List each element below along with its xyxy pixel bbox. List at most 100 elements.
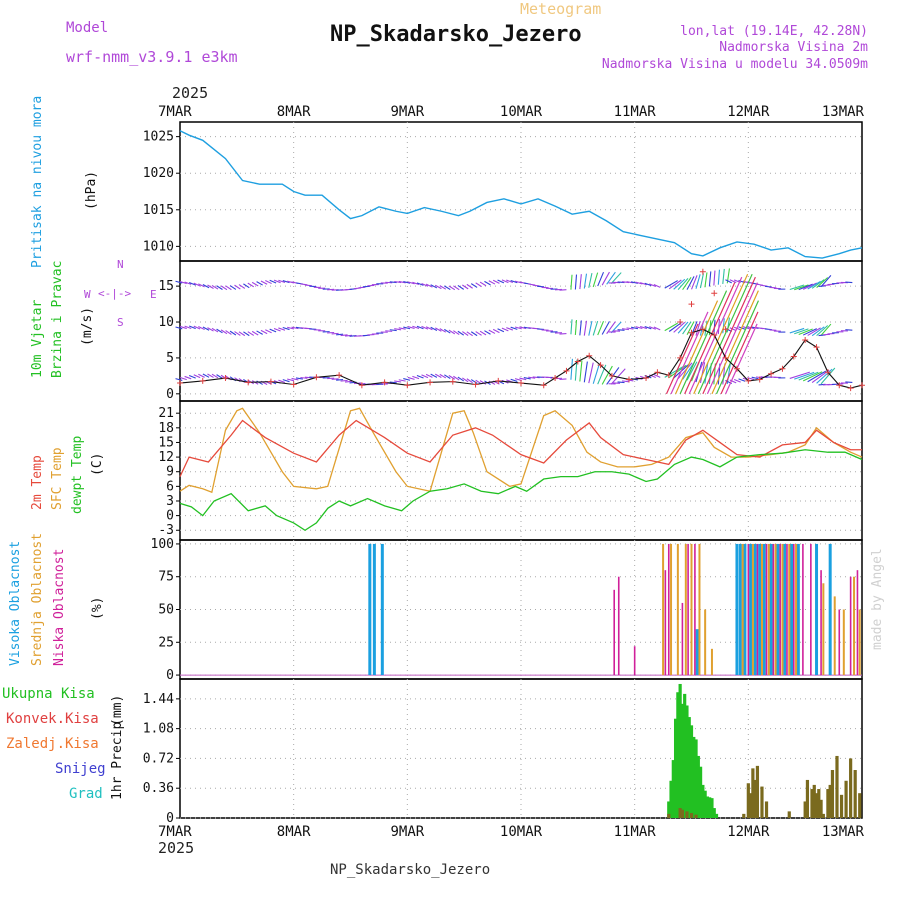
wind-arrow xyxy=(332,379,339,380)
wind-side-label-2: Brzina i Pravac xyxy=(50,261,65,378)
wind-arrow xyxy=(189,376,195,379)
wind-speed-marker xyxy=(245,379,251,385)
y-tick-label: 1.08 xyxy=(143,722,174,737)
y-tick-label: 1010 xyxy=(143,239,174,254)
y-tick-label: 0 xyxy=(166,811,174,826)
wind-arrow xyxy=(589,321,592,336)
wind-arrow xyxy=(714,271,715,286)
sfc-side-label: SFC Temp xyxy=(50,447,65,510)
wind-arrow xyxy=(571,275,572,290)
mid-cloud-bar xyxy=(834,596,836,675)
wind-speed-marker xyxy=(268,379,274,385)
wind-speed-marker xyxy=(518,380,524,386)
wind-arrow xyxy=(580,320,581,335)
wind-speed-marker xyxy=(643,375,649,381)
convective-rain-bar xyxy=(690,813,693,818)
wind-speed-marker xyxy=(768,371,774,377)
convective-rain-bar xyxy=(760,787,763,818)
low-cloud-bar xyxy=(802,544,804,675)
sfc-temp-line xyxy=(180,408,862,492)
compass-w: W xyxy=(84,288,91,301)
chart-marks: 7MAR7MAR8MAR8MAR9MAR9MAR10MAR10MAR11MAR1… xyxy=(143,104,865,840)
wind-unit-label: (m/s) xyxy=(80,307,95,346)
high-cloud-bar xyxy=(749,544,752,675)
wind-arrow xyxy=(705,272,707,287)
wind-arrow xyxy=(580,274,581,289)
y-tick-label: 1015 xyxy=(143,203,174,218)
y-tick-label: 0 xyxy=(166,509,174,524)
y-tick-label: 0.72 xyxy=(143,751,174,766)
low-cloud-bar xyxy=(668,544,670,675)
total-rain-bar xyxy=(715,814,718,818)
wind-arrow xyxy=(734,379,740,382)
cloud-unit-label: (%) xyxy=(90,597,105,620)
y-tick-label: 18 xyxy=(158,421,174,436)
high-cloud-bar xyxy=(770,544,773,675)
mid-cloud-bar xyxy=(853,577,855,675)
day-label-bottom: 9MAR xyxy=(390,824,424,840)
mid-cloud-bar xyxy=(822,583,824,675)
wind-arrow xyxy=(243,284,249,288)
convective-rain-bar xyxy=(854,770,857,818)
high-cloud-bar xyxy=(739,544,742,675)
wind-arrow xyxy=(462,285,468,289)
wind-speed-marker xyxy=(473,381,479,387)
y-tick-label: 0 xyxy=(166,387,174,402)
wind-arrow xyxy=(385,331,392,332)
high-cloud-bar xyxy=(743,544,746,675)
wind-arrow xyxy=(718,270,719,285)
precip-legend-snow: Snijeg xyxy=(55,761,106,777)
wind-arrow xyxy=(399,328,406,329)
wind-arrow xyxy=(589,273,592,288)
pressure-line xyxy=(180,131,862,258)
wind-arrow xyxy=(598,365,606,384)
convective-rain-bar xyxy=(685,811,688,818)
y-tick-label: 15 xyxy=(158,435,174,450)
wind-gust-marker xyxy=(689,301,695,307)
mid-cloud-bar xyxy=(698,544,700,675)
wind-arrow xyxy=(622,329,629,330)
low-cloud-bar xyxy=(793,544,795,675)
wind-arrow xyxy=(618,330,625,331)
wind-arrow xyxy=(700,273,703,288)
wind-gust-marker xyxy=(700,269,706,275)
wind-arrow xyxy=(589,363,593,384)
wind-arrow xyxy=(537,329,544,330)
y-tick-label: 15 xyxy=(158,279,174,294)
mid-cloud-bar xyxy=(685,544,687,675)
wind-arrow xyxy=(493,329,499,332)
lonlat-text: lon,lat (19.14E, 42.28N) xyxy=(680,24,868,39)
credit-text: made by Angel xyxy=(870,548,885,650)
wind-arrow-strong xyxy=(717,301,759,394)
low-cloud-bar xyxy=(820,570,822,675)
wind-arrow xyxy=(180,377,187,379)
mid-cloud-bar xyxy=(752,544,754,675)
wind-arrow xyxy=(358,287,365,288)
y-tick-label: 21 xyxy=(158,406,174,421)
wind-arrow xyxy=(765,286,772,287)
low-cloud-bar xyxy=(786,544,788,675)
precip-unit-label: (mm) xyxy=(110,695,125,726)
convective-rain-bar xyxy=(806,780,809,818)
altitude-text: Nadmorska Visina 2m xyxy=(719,40,868,55)
convective-rain-bar xyxy=(849,758,852,818)
high-cloud-bar xyxy=(815,544,818,675)
wind-arrow xyxy=(489,330,495,333)
wind-arrow xyxy=(618,382,625,383)
wind-arrow-strong xyxy=(707,283,757,394)
day-label-top: 8MAR xyxy=(277,104,311,120)
wind-arrow xyxy=(593,273,597,287)
wind-arrow xyxy=(559,379,566,380)
low-cloud-bar xyxy=(766,544,768,675)
high-cloud-bar xyxy=(790,544,793,675)
wind-speed-marker xyxy=(666,372,672,378)
wind-arrow xyxy=(412,376,419,378)
wind-arrow xyxy=(270,329,276,332)
wind-arrow xyxy=(252,282,258,286)
y-tick-label: 1020 xyxy=(143,166,174,181)
high-cloud-bar xyxy=(368,544,371,675)
wind-arrow xyxy=(723,269,725,284)
convective-rain-bar xyxy=(822,814,825,818)
wind-speed-marker xyxy=(552,375,558,381)
